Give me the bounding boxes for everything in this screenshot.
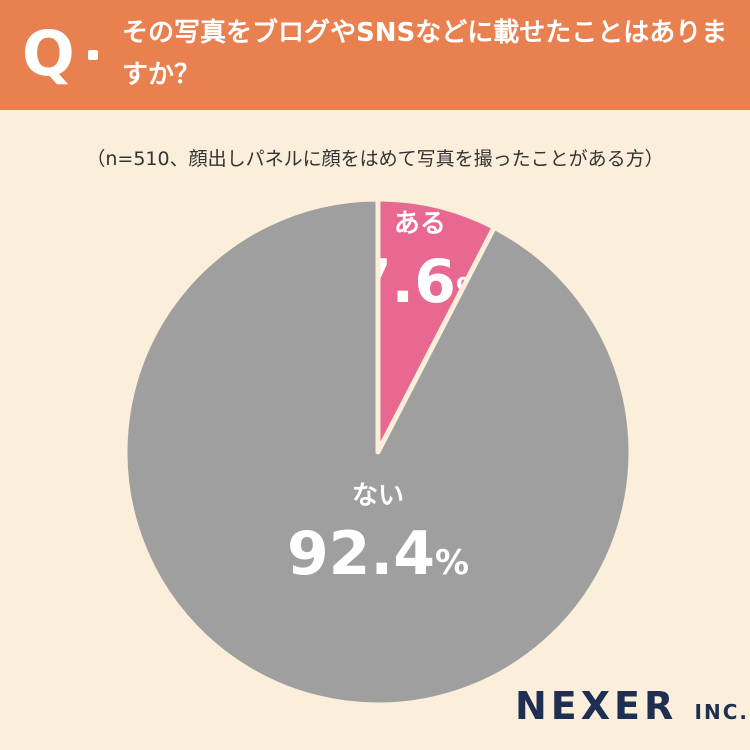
- pie-slice-1: [122, 196, 634, 708]
- logo-suffix: INC.: [694, 700, 749, 724]
- question-header: Q その写真をブログやSNSなどに載せたことはありますか？: [0, 0, 750, 110]
- logo-main: NEXER: [515, 684, 678, 728]
- nexer-logo: NEXER INC.: [515, 684, 749, 728]
- slice-value-1: 92.4%: [287, 519, 469, 589]
- sample-note: （n=510、顔出しパネルに顔をはめて写真を撮ったことがある方）: [86, 148, 664, 170]
- question-text: その写真をブログやSNSなどに載せたことはありますか？: [122, 18, 728, 90]
- slice-label-0: ある: [394, 209, 446, 239]
- q-mark: Q: [22, 17, 75, 90]
- pie-slice-0: [375, 196, 497, 455]
- q-dot-icon: [88, 50, 98, 60]
- slice-label-1: ない: [352, 481, 404, 511]
